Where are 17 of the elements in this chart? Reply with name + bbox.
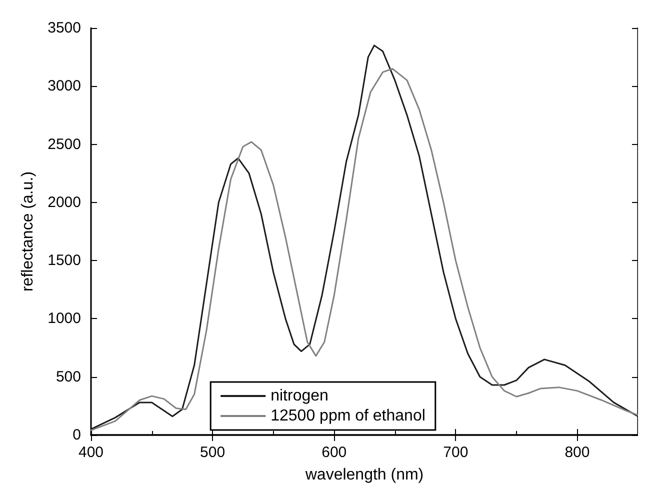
y-tick-label: 500: [56, 368, 81, 386]
y-tick-label: 3000: [48, 78, 81, 95]
y-tick-label: 0: [72, 426, 81, 444]
x-tick-label: 700: [443, 444, 468, 461]
y-tick-label: 1500: [48, 252, 81, 270]
y-tick-label: 3500: [48, 20, 81, 36]
y-tick-label: 1000: [48, 310, 81, 328]
x-axis-title: wavelength (nm): [304, 466, 424, 484]
x-tick-label: 800: [564, 444, 590, 461]
x-tick-label: 400: [78, 444, 104, 461]
y-tick-label: 2500: [48, 136, 81, 153]
legend-label: nitrogen: [270, 388, 328, 404]
x-tick-label: 600: [322, 444, 347, 461]
x-tick-label: 500: [200, 444, 226, 461]
y-tick-label: 2000: [48, 194, 81, 211]
y-axis-title: reflectance (a.u.): [20, 171, 36, 292]
legend-label: 12500 ppm of ethanol: [270, 408, 426, 424]
